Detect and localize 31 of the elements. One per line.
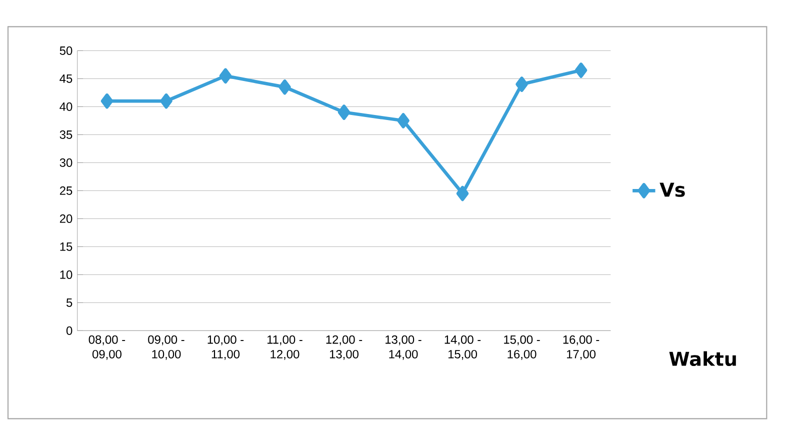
y-tick-label: 0	[66, 326, 72, 336]
point	[100, 94, 114, 109]
y-tick-label: 5	[66, 298, 72, 308]
x-tick-label: 10,00 - 11,00	[208, 336, 244, 360]
point	[219, 68, 232, 84]
x-tick-label: 13,00 - 14,00	[386, 336, 422, 360]
point	[338, 104, 350, 120]
y-tick-label: 50	[60, 46, 72, 56]
y-tick-label: 45	[60, 74, 72, 84]
x-tick-label: 11,00 - 12,00	[267, 336, 302, 360]
x-tick-label: 15,00 - 16,00	[504, 336, 540, 360]
x-tick-label: 09,00 - 10,00	[148, 336, 184, 360]
y-tick-label: 10	[60, 270, 72, 280]
x-tick-label: 14,00 - 15,00	[444, 336, 481, 360]
x-tick-label: 16,00 - 17,00	[563, 336, 600, 360]
point	[516, 76, 528, 92]
y-tick-label: 15	[60, 242, 72, 252]
point	[456, 186, 469, 202]
point	[574, 62, 588, 78]
point	[278, 80, 291, 95]
x-tick-label: 08,00 - 09,00	[88, 336, 126, 360]
legend-label: Vs	[660, 182, 685, 198]
y-tick-label: 25	[60, 186, 72, 196]
x-tick-label: 12,00 - 13,00	[326, 336, 362, 360]
x-axis-title: Waktu	[669, 351, 736, 366]
y-tick-label: 40	[60, 102, 72, 112]
point	[160, 94, 172, 109]
point	[397, 113, 410, 128]
y-tick-label: 20	[60, 214, 72, 224]
y-tick-label: 30	[60, 158, 72, 168]
y-tick-label: 35	[60, 130, 72, 140]
